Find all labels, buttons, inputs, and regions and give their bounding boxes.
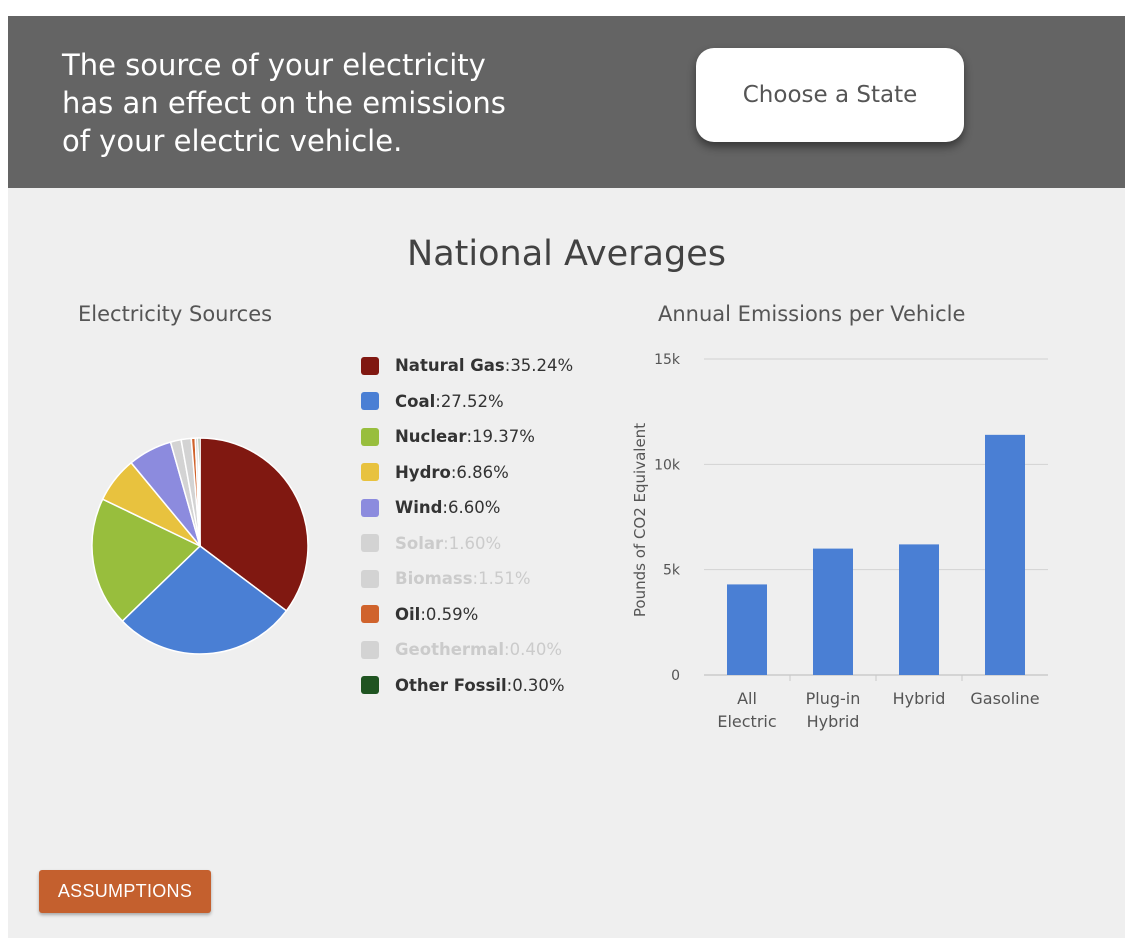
x-tick-label: Electric: [717, 712, 776, 731]
pie-slice-other-fossil[interactable]: [197, 437, 201, 547]
legend-label: Biomass: [395, 569, 473, 589]
legend-separator: :: [442, 498, 448, 518]
legend-item[interactable]: Other Fossil: 0.30%: [361, 668, 573, 704]
legend-value: 1.51%: [478, 569, 531, 589]
legend-separator: :: [504, 356, 511, 376]
legend-item[interactable]: Biomass: 1.51%: [361, 561, 573, 597]
legend-label: Coal: [395, 391, 436, 411]
electricity-sources-pie-chart: [91, 437, 309, 655]
legend-separator: :: [504, 640, 510, 660]
y-tick-label: 10k: [654, 457, 681, 473]
legend-value: 35.24%: [510, 356, 574, 376]
pie-slice-nuclear[interactable]: [91, 498, 202, 623]
legend-swatch: [361, 534, 379, 553]
legend-label: Natural Gas: [395, 356, 505, 376]
legend-item[interactable]: Hydro: 6.86%: [361, 455, 573, 491]
y-tick-label: 15k: [654, 352, 681, 368]
main-panel: National Averages Electricity Sources Na…: [8, 188, 1125, 938]
x-tick-label: All: [737, 689, 757, 708]
legend-item[interactable]: Wind: 6.60%: [361, 490, 573, 526]
x-tick-label: Hybrid: [807, 712, 860, 731]
legend-item[interactable]: Geothermal: 0.40%: [361, 632, 573, 668]
bar-all-electric[interactable]: [727, 584, 767, 675]
legend-label: Geothermal: [395, 640, 505, 660]
legend-item[interactable]: Coal: 27.52%: [361, 384, 573, 420]
bar-chart-title: Annual Emissions per Vehicle: [658, 302, 966, 326]
legend-separator: :: [450, 462, 457, 482]
legend-swatch: [361, 640, 379, 659]
legend-item[interactable]: Solar: 1.60%: [361, 526, 573, 562]
page-title: National Averages: [407, 234, 726, 274]
intro-line: has an effect on the emissions: [62, 86, 506, 120]
legend-label: Hydro: [395, 462, 451, 482]
legend-swatch: [361, 498, 379, 517]
legend-swatch: [361, 392, 379, 411]
y-tick-label: 5k: [663, 563, 681, 579]
legend-label: Oil: [395, 604, 421, 624]
legend-swatch: [361, 676, 379, 695]
legend-swatch: [361, 427, 379, 446]
legend-separator: :: [435, 391, 441, 411]
legend-separator: :: [472, 569, 479, 589]
y-axis-label: Pounds of CO2 Equivalent: [631, 423, 649, 617]
legend-swatch: [361, 605, 379, 624]
assumptions-button[interactable]: ASSUMPTIONS: [39, 870, 211, 913]
legend-label: Wind: [395, 498, 443, 518]
legend-label: Other Fossil: [395, 675, 507, 695]
legend-separator: :: [420, 604, 426, 624]
intro-line: The source of your electricity: [62, 48, 486, 82]
x-tick-label: Gasoline: [970, 689, 1039, 708]
x-tick-label: Hybrid: [893, 689, 946, 708]
pie-legend: Natural Gas: 35.24% Coal: 27.52% Nuclear: …: [361, 348, 573, 703]
pie-slice-natural-gas[interactable]: [199, 437, 309, 612]
legend-item[interactable]: Oil: 0.59%: [361, 597, 573, 633]
legend-value: 0.30%: [512, 675, 565, 695]
legend-value: 6.60%: [447, 498, 501, 518]
bar-plug-in-hybrid[interactable]: [813, 548, 853, 675]
header-banner: The source of your electricity has an ef…: [8, 16, 1125, 188]
intro-text: The source of your electricity has an ef…: [62, 46, 582, 160]
legend-swatch: [361, 356, 379, 375]
pie-chart-title: Electricity Sources: [78, 302, 273, 326]
choose-state-button[interactable]: Choose a State: [696, 48, 964, 142]
legend-value: 6.86%: [456, 462, 509, 482]
intro-line: of your electric vehicle.: [62, 124, 403, 158]
bar-hybrid[interactable]: [899, 544, 939, 675]
legend-label: Nuclear: [395, 427, 467, 447]
y-tick-label: 0: [671, 668, 680, 684]
legend-value: 19.37%: [472, 427, 535, 447]
legend-value: 1.60%: [448, 533, 502, 553]
x-tick-label: Plug-in: [806, 689, 861, 708]
legend-item[interactable]: Natural Gas: 35.24%: [361, 348, 573, 384]
legend-label: Solar: [395, 533, 444, 553]
legend-swatch: [361, 463, 379, 482]
legend-value: 0.40%: [509, 640, 562, 660]
pie-slice-coal[interactable]: [121, 545, 288, 655]
legend-separator: :: [466, 427, 473, 447]
legend-value: 0.59%: [425, 604, 479, 624]
bar-gasoline[interactable]: [985, 434, 1025, 675]
annual-emissions-bar-chart: 0 5k 10k 15k Pounds of CO2 Equivalent All Elec…: [631, 352, 1048, 731]
legend-value: 27.52%: [440, 391, 504, 411]
legend-separator: :: [443, 533, 449, 553]
legend-separator: :: [506, 675, 513, 695]
legend-item[interactable]: Nuclear: 19.37%: [361, 419, 573, 455]
legend-swatch: [361, 569, 379, 588]
